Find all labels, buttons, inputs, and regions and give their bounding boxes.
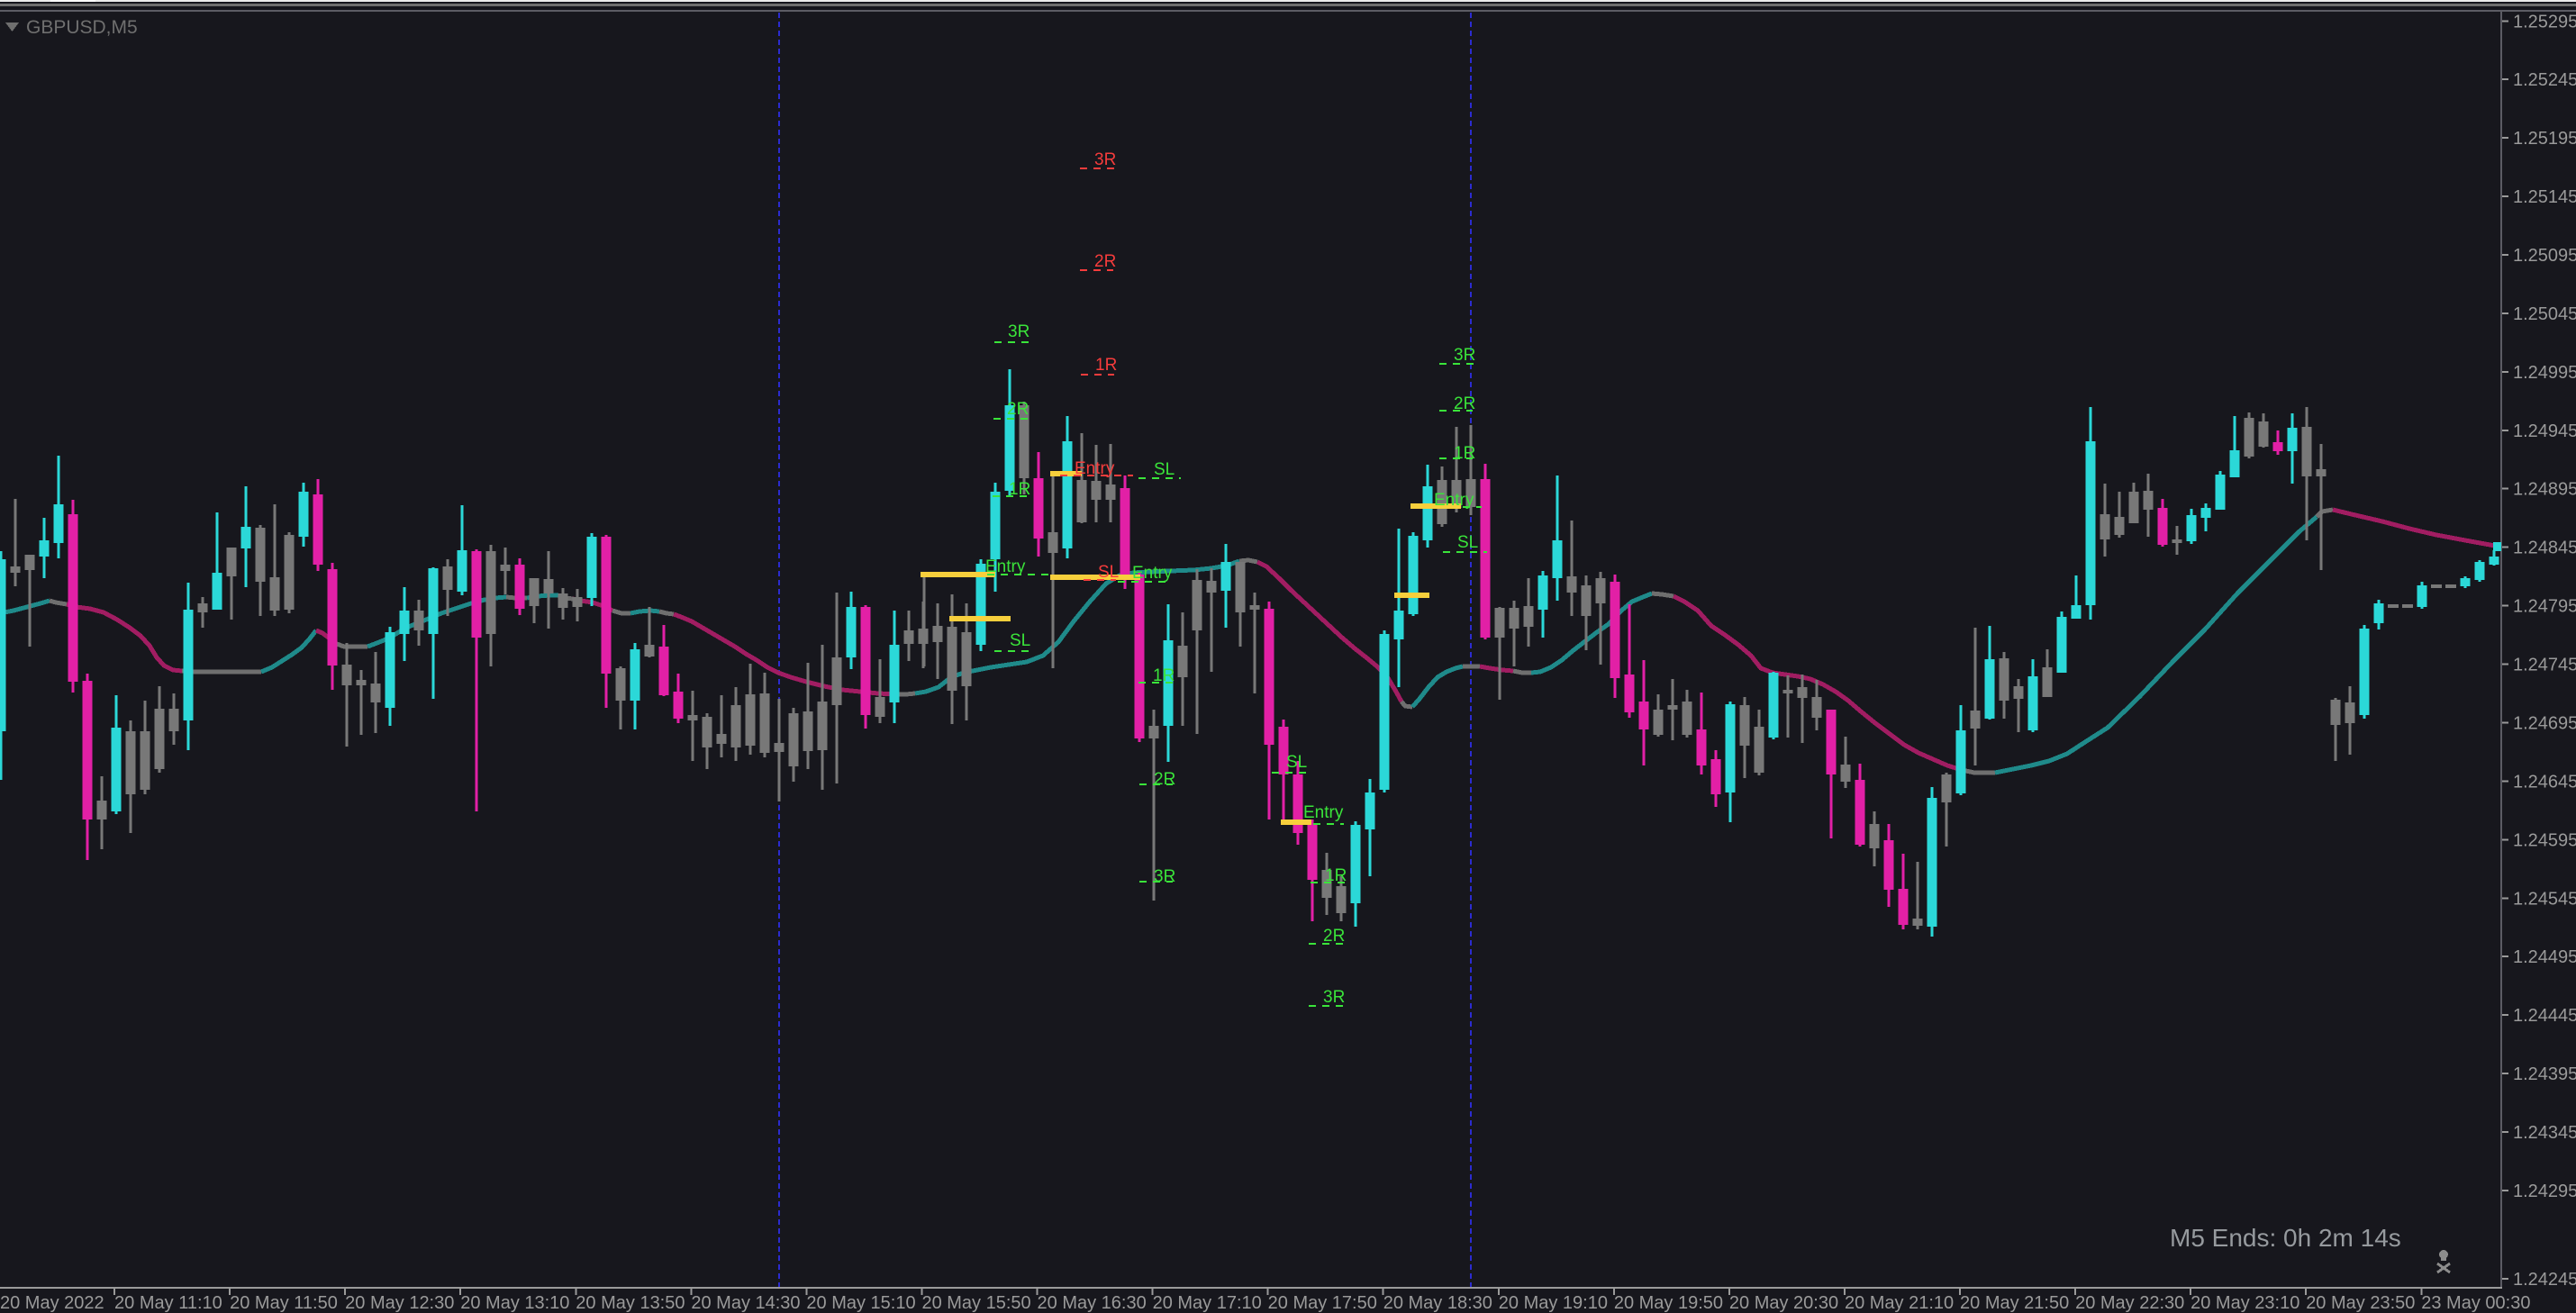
svg-text:2R: 2R <box>1154 770 1175 789</box>
svg-text:20 May 23:50: 20 May 23:50 <box>2306 1293 2415 1313</box>
svg-text:2R: 2R <box>1323 927 1345 946</box>
svg-text:1R: 1R <box>1009 480 1030 499</box>
svg-text:1.25145: 1.25145 <box>2513 187 2576 207</box>
svg-text:20 May 17:50: 20 May 17:50 <box>1268 1293 1377 1313</box>
svg-text:SL: SL <box>1286 753 1307 772</box>
svg-text:SL: SL <box>1154 460 1175 479</box>
svg-text:20 May 17:10: 20 May 17:10 <box>1153 1293 1262 1313</box>
svg-text:1.24495: 1.24495 <box>2513 947 2576 967</box>
svg-text:20 May 13:10: 20 May 13:10 <box>460 1293 569 1313</box>
svg-text:2R: 2R <box>1454 394 1475 413</box>
svg-text:3R: 3R <box>1008 322 1029 341</box>
svg-text:20 May 19:10: 20 May 19:10 <box>1499 1293 1608 1313</box>
svg-text:Entry: Entry <box>1434 491 1474 510</box>
svg-text:20 May 11:10: 20 May 11:10 <box>114 1293 222 1313</box>
svg-text:1.24645: 1.24645 <box>2513 772 2576 792</box>
svg-text:3R: 3R <box>1154 867 1175 886</box>
svg-text:1.24995: 1.24995 <box>2513 363 2576 383</box>
svg-text:3R: 3R <box>1323 988 1345 1007</box>
svg-text:1.25045: 1.25045 <box>2513 304 2576 324</box>
svg-text:1.24695: 1.24695 <box>2513 713 2576 733</box>
svg-text:1.25095: 1.25095 <box>2513 246 2576 266</box>
svg-text:Entry: Entry <box>1303 803 1344 822</box>
svg-text:20 May 18:30: 20 May 18:30 <box>1383 1293 1492 1313</box>
svg-text:20 May 21:10: 20 May 21:10 <box>1845 1293 1954 1313</box>
svg-text:1R: 1R <box>1454 444 1475 463</box>
svg-text:1.24445: 1.24445 <box>2513 1006 2576 1026</box>
svg-text:GBPUSD,M5: GBPUSD,M5 <box>26 17 138 38</box>
svg-text:20 May 16:30: 20 May 16:30 <box>1038 1293 1147 1313</box>
svg-text:SL: SL <box>1457 533 1478 552</box>
svg-text:20 May 13:50: 20 May 13:50 <box>576 1293 685 1313</box>
svg-text:20 May 2022: 20 May 2022 <box>0 1293 104 1313</box>
svg-text:1.24345: 1.24345 <box>2513 1123 2576 1143</box>
svg-text:20 May 12:30: 20 May 12:30 <box>345 1293 454 1313</box>
svg-text:20 May 14:30: 20 May 14:30 <box>691 1293 800 1313</box>
svg-text:1.24895: 1.24895 <box>2513 480 2576 500</box>
svg-text:1.24745: 1.24745 <box>2513 656 2576 675</box>
svg-text:23 May 00:30: 23 May 00:30 <box>2421 1293 2530 1313</box>
svg-text:1.24395: 1.24395 <box>2513 1064 2576 1084</box>
svg-text:1.24945: 1.24945 <box>2513 421 2576 441</box>
svg-text:20 May 15:10: 20 May 15:10 <box>806 1293 915 1313</box>
svg-text:20 May 19:50: 20 May 19:50 <box>1614 1293 1723 1313</box>
svg-text:M5 Ends: 0h 2m 14s: M5 Ends: 0h 2m 14s <box>2170 1224 2401 1252</box>
svg-text:SL: SL <box>1010 631 1030 650</box>
svg-text:20 May 20:30: 20 May 20:30 <box>1729 1293 1838 1313</box>
svg-text:3R: 3R <box>1454 346 1475 365</box>
svg-text:1.25245: 1.25245 <box>2513 70 2576 90</box>
svg-text:1.24595: 1.24595 <box>2513 830 2576 850</box>
svg-text:1R: 1R <box>1095 356 1117 375</box>
svg-text:3R: 3R <box>1094 150 1116 169</box>
svg-text:20 May 21:50: 20 May 21:50 <box>1960 1293 2069 1313</box>
svg-text:SL: SL <box>1098 563 1119 582</box>
svg-text:1.24545: 1.24545 <box>2513 889 2576 909</box>
svg-text:Entry: Entry <box>1075 459 1115 478</box>
svg-text:1.25295: 1.25295 <box>2513 12 2576 32</box>
svg-text:1.24845: 1.24845 <box>2513 539 2576 558</box>
svg-text:Entry: Entry <box>985 557 1026 576</box>
svg-text:1.24245: 1.24245 <box>2513 1270 2576 1290</box>
svg-text:Entry: Entry <box>1132 564 1173 583</box>
svg-text:20 May 23:10: 20 May 23:10 <box>2191 1293 2299 1313</box>
svg-text:1R: 1R <box>1153 666 1175 685</box>
svg-text:20 May 11:50: 20 May 11:50 <box>230 1293 338 1313</box>
svg-text:2R: 2R <box>1007 400 1029 419</box>
svg-text:1.24795: 1.24795 <box>2513 597 2576 617</box>
svg-text:20 May 22:30: 20 May 22:30 <box>2075 1293 2184 1313</box>
svg-text:2R: 2R <box>1094 252 1116 271</box>
svg-text:20 May 15:50: 20 May 15:50 <box>921 1293 1030 1313</box>
svg-text:1.25195: 1.25195 <box>2513 129 2576 149</box>
svg-text:1R: 1R <box>1325 866 1347 885</box>
svg-text:1.24295: 1.24295 <box>2513 1182 2576 1201</box>
